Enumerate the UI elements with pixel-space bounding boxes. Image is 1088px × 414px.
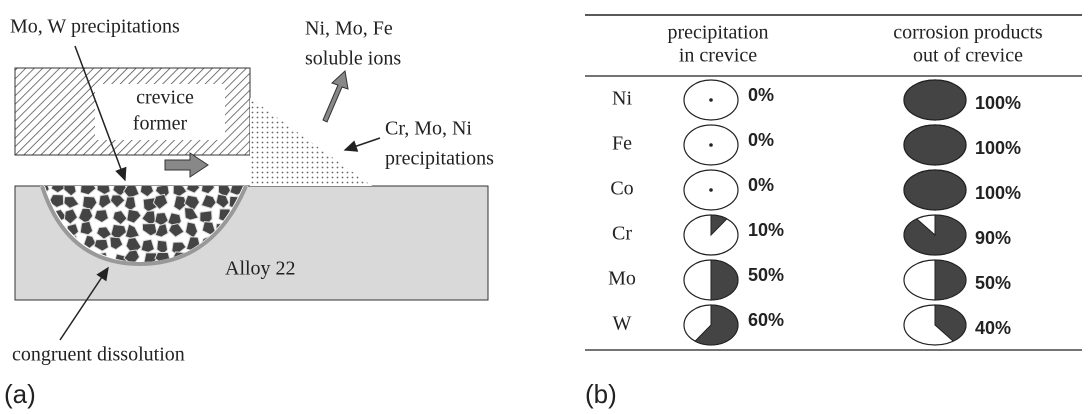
label: soluble ions: [305, 48, 401, 70]
pie-slice: [935, 260, 966, 300]
pie-center: [709, 143, 713, 147]
percent-label: 0%: [748, 175, 774, 195]
percent-label: 60%: [748, 310, 784, 330]
pie-slice: [711, 260, 738, 300]
panel-tag: (b): [585, 379, 617, 409]
row-header: Mo: [608, 268, 636, 290]
percent-label: 100%: [975, 93, 1021, 113]
pie: [904, 260, 966, 300]
column-header: corrosion products: [893, 22, 1043, 44]
row-header: W: [613, 313, 632, 335]
pie: [904, 125, 966, 165]
percent-label: 40%: [975, 318, 1011, 338]
pie-slice: [904, 170, 966, 210]
pie: [684, 260, 738, 300]
pie: [904, 215, 966, 255]
panel-b: precipitation in crevice corrosion produ…: [585, 15, 1082, 409]
column-header: in crevice: [679, 45, 757, 67]
row-header: Cr: [612, 223, 632, 245]
label: former: [133, 113, 188, 135]
pie: [684, 170, 738, 210]
label: precipitations: [385, 148, 494, 170]
percent-label: 50%: [975, 273, 1011, 293]
row-header: Co: [610, 178, 633, 200]
pie: [684, 305, 738, 345]
percent-label: 90%: [975, 228, 1011, 248]
pie-slice: [904, 125, 966, 165]
row-header: Ni: [612, 88, 632, 110]
column-header: out of crevice: [913, 45, 1023, 67]
percent-label: 0%: [748, 130, 774, 150]
pie-center: [709, 98, 713, 102]
flow-arrow: [165, 153, 208, 177]
label: crevice: [136, 87, 194, 109]
ion-arrow: [323, 71, 348, 122]
pie-slice: [904, 80, 966, 120]
percent-label: 10%: [748, 220, 784, 240]
percent-label: 50%: [748, 265, 784, 285]
label: Ni, Mo, Fe: [305, 18, 393, 40]
percent-label: 0%: [748, 85, 774, 105]
grain: [141, 239, 154, 252]
pointer: [345, 138, 380, 150]
percent-label: 100%: [975, 138, 1021, 158]
pie: [904, 170, 966, 210]
row-header: Fe: [612, 133, 632, 155]
pie-center: [709, 188, 713, 192]
pie: [684, 125, 738, 165]
label: congruent dissolution: [12, 344, 185, 366]
label: Mo, W precipitations: [10, 16, 180, 38]
label: Alloy 22: [225, 258, 296, 280]
figure: Mo, W precipitations Ni, Mo, Fe soluble …: [0, 0, 1088, 414]
panel-tag: (a): [4, 379, 36, 409]
pie: [684, 80, 738, 120]
column-header: precipitation: [667, 22, 768, 44]
panel-a: Mo, W precipitations Ni, Mo, Fe soluble …: [4, 16, 494, 409]
pie: [904, 305, 966, 345]
pie: [684, 215, 738, 255]
percent-label: 100%: [975, 183, 1021, 203]
pie: [904, 80, 966, 120]
label: Cr, Mo, Ni: [385, 118, 472, 140]
pie-slice: [904, 215, 966, 255]
precipitation-pile: [250, 98, 372, 186]
